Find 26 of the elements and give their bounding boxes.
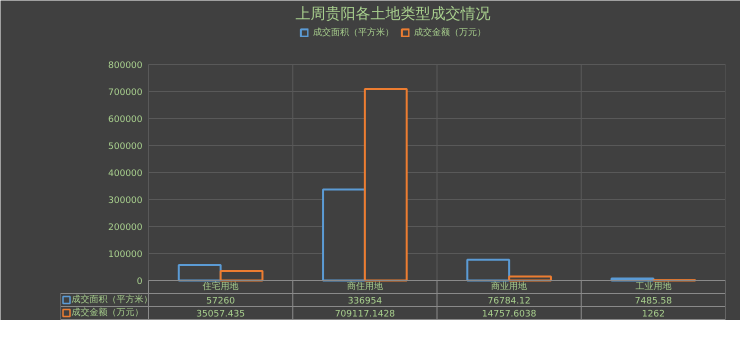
chart-title: 上周贵阳各土地类型成交情况: [296, 4, 490, 22]
y-tick-label: 100000: [108, 250, 143, 260]
text: 成交金额（万元）: [72, 308, 144, 318]
data-label: 1262: [642, 310, 665, 320]
y-tick-label: 300000: [108, 196, 143, 206]
x-tick-label: 商业用地: [491, 281, 528, 292]
legend-label: 成交面积（平方米）: [72, 294, 152, 305]
y-tick-label: 0: [136, 277, 143, 287]
x-tick-label: 商住用地: [346, 281, 383, 292]
legend-label: 成交金额（万元）: [414, 26, 486, 39]
text: 成交面积（平方米）: [313, 28, 394, 38]
data-label: 14757.6038: [482, 310, 537, 320]
x-tick-label: 住宅用地: [202, 281, 239, 292]
y-tick-label: 400000: [108, 169, 143, 179]
data-label: 336954: [348, 296, 382, 306]
data-label: 57260: [206, 296, 236, 306]
x-tick-label: 工业用地: [635, 281, 672, 292]
y-tick-label: 200000: [108, 223, 143, 233]
y-tick-label: 700000: [108, 88, 143, 98]
data-label: 7485.58: [634, 296, 672, 306]
y-tick-label: 600000: [108, 115, 143, 125]
data-label: 709117.1428: [334, 310, 396, 320]
y-tick-label: 500000: [108, 142, 143, 152]
y-tick-label: 800000: [108, 61, 143, 71]
data-label: 76784.12: [488, 296, 531, 306]
data-label: 35057.435: [196, 310, 245, 320]
